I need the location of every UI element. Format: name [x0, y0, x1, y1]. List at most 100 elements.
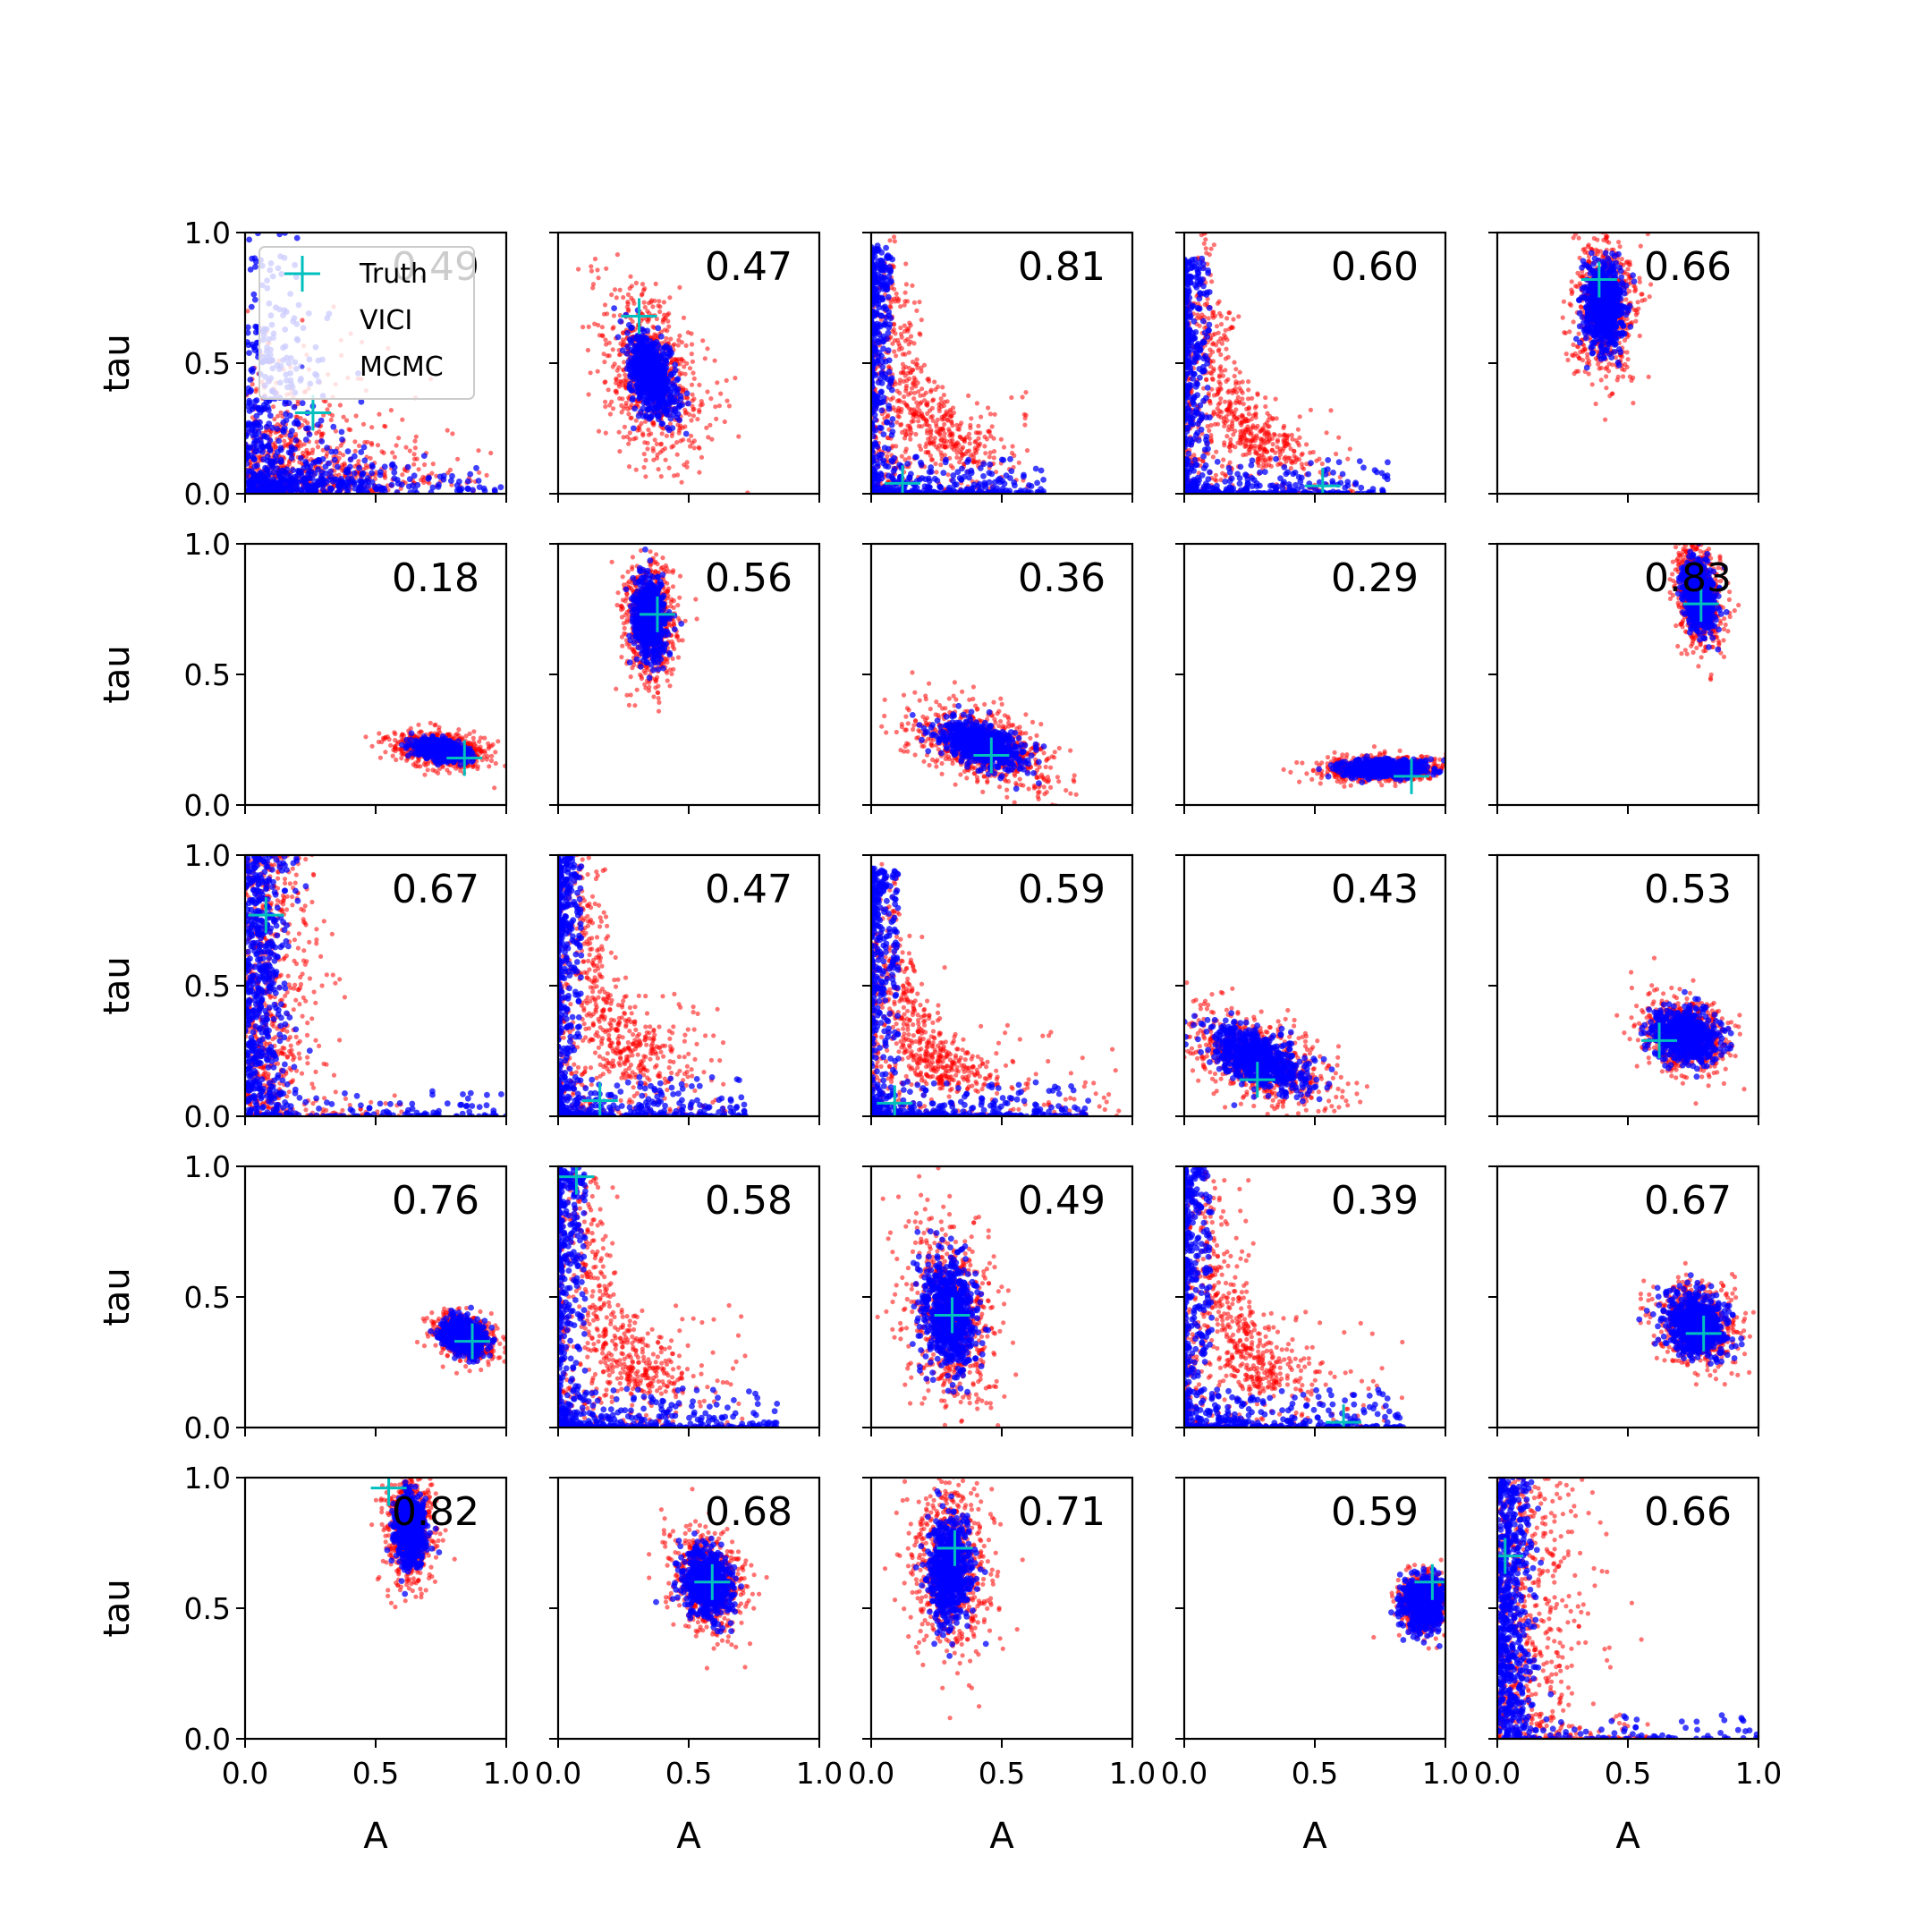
vici-point	[1217, 373, 1222, 377]
vici-point	[700, 338, 705, 343]
vici-point	[1234, 399, 1239, 403]
vici-point	[1254, 434, 1258, 438]
vici-point	[1207, 391, 1211, 395]
mcmc-point	[615, 335, 622, 341]
vici-point	[1228, 442, 1233, 446]
vici-point	[1275, 439, 1280, 444]
vici-point	[352, 439, 357, 444]
vici-point	[625, 435, 630, 439]
vici-point	[905, 424, 910, 428]
mcmc-point	[908, 471, 914, 478]
vici-point	[629, 416, 633, 420]
vici-point	[691, 360, 695, 364]
vici-point	[1238, 370, 1242, 375]
vici-point	[580, 325, 585, 329]
vici-point	[304, 448, 309, 453]
mcmc-point	[280, 419, 286, 426]
vici-point	[1348, 446, 1352, 451]
vici-point	[1304, 442, 1309, 446]
mcmc-point	[884, 276, 890, 283]
vici-point	[1263, 441, 1267, 445]
mcmc-point	[668, 350, 674, 356]
mcmc-point	[959, 466, 965, 472]
vici-point	[960, 453, 964, 458]
vici-point	[413, 445, 418, 450]
vici-point	[899, 410, 903, 414]
vici-point	[377, 412, 381, 417]
mcmc-point	[630, 397, 636, 403]
vici-point	[1241, 379, 1245, 384]
vici-point	[934, 470, 938, 474]
vici-point	[918, 394, 922, 398]
vici-point	[414, 435, 419, 439]
vici-point	[657, 467, 661, 471]
vici-point	[658, 450, 663, 454]
mcmc-point	[339, 436, 345, 443]
vici-point	[1220, 464, 1224, 469]
vici-point	[623, 425, 627, 429]
vici-point	[1210, 313, 1215, 318]
vici-point	[665, 434, 669, 438]
vici-point	[254, 386, 258, 391]
vici-point	[888, 218, 893, 223]
mcmc-point	[284, 471, 291, 478]
vici-point	[619, 380, 623, 385]
mcmc-point	[648, 379, 655, 386]
mcmc-point	[365, 479, 371, 485]
vici-point	[1281, 438, 1285, 443]
vici-point	[1263, 395, 1267, 400]
vici-point	[1232, 415, 1236, 419]
mcmc-point	[886, 330, 892, 336]
vici-point	[662, 300, 666, 304]
vici-point	[910, 284, 914, 288]
mcmc-point	[1004, 472, 1010, 479]
mcmc-point	[648, 414, 654, 420]
vici-point	[1282, 424, 1286, 428]
vici-point	[327, 402, 332, 407]
mcmc-point	[330, 424, 336, 430]
vici-point	[683, 372, 688, 377]
mcmc-point	[288, 432, 294, 438]
vici-point	[655, 442, 659, 446]
vici-point	[591, 282, 596, 286]
vici-point	[338, 402, 343, 407]
vici-point	[1227, 399, 1232, 403]
vici-point	[1197, 190, 1201, 194]
mcmc-point	[659, 356, 665, 362]
mcmc-point	[884, 419, 890, 426]
vici-point	[634, 281, 639, 285]
vici-point	[1309, 408, 1313, 412]
vici-point	[919, 369, 923, 374]
overlap-score: 0.47	[705, 244, 792, 290]
vici-point	[1291, 459, 1295, 463]
mcmc-point	[631, 426, 637, 432]
vici-point	[411, 462, 416, 467]
mcmc-point	[352, 479, 358, 486]
mcmc-point	[357, 485, 363, 491]
vici-point	[1292, 453, 1296, 458]
vici-point	[713, 404, 717, 409]
vici-point	[613, 361, 617, 366]
y-tick-label: 0.5	[184, 346, 231, 381]
vici-point	[485, 473, 489, 478]
vici-point	[684, 343, 689, 348]
mcmc-point	[928, 469, 935, 475]
mcmc-point	[247, 377, 253, 383]
vici-point	[924, 441, 928, 445]
mcmc-point	[449, 473, 455, 479]
vici-point	[1202, 172, 1207, 176]
vici-point	[1198, 198, 1202, 202]
mcmc-point	[879, 258, 886, 265]
vici-point	[412, 457, 417, 462]
vici-point	[419, 478, 423, 482]
vici-point	[1022, 423, 1027, 428]
vici-point	[1214, 343, 1218, 347]
mcmc-point	[668, 399, 674, 405]
vici-point	[597, 333, 602, 337]
vici-point	[645, 317, 649, 321]
mcmc-point	[414, 482, 420, 488]
vici-point	[596, 369, 600, 374]
vici-point	[603, 404, 607, 409]
vici-point	[305, 420, 309, 425]
vici-point	[1011, 444, 1015, 448]
